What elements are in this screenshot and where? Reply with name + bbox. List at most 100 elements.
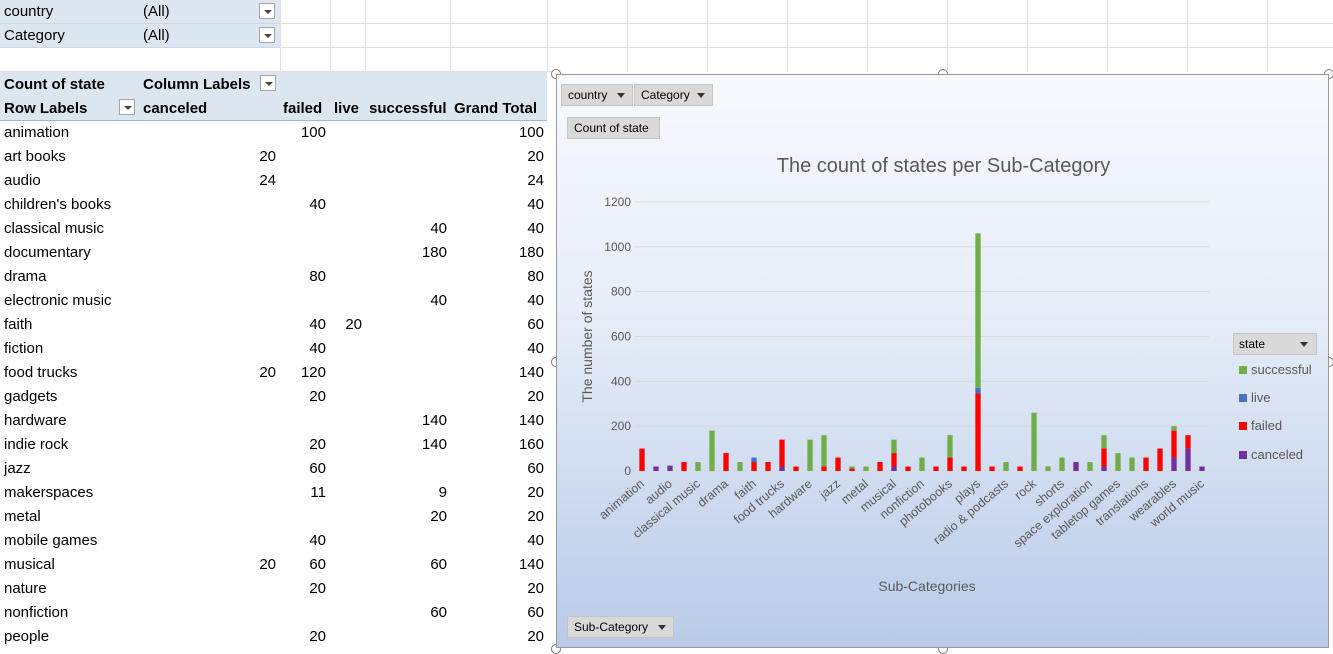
pivot-row[interactable]: gadgets 20 20 xyxy=(0,384,547,408)
bar-successful xyxy=(1129,457,1135,471)
bar-failed xyxy=(905,466,911,471)
pivot-row[interactable]: nonfiction 60 60 xyxy=(0,600,547,624)
pivot-row[interactable]: food trucks 20 120 140 xyxy=(0,360,547,384)
pivot-row[interactable]: art books 20 20 xyxy=(0,144,547,168)
pivot-row-label: musical xyxy=(4,556,55,573)
pivot-row[interactable]: musical 20 60 60 140 xyxy=(0,552,547,576)
pivot-row[interactable]: makerspaces 11 9 20 xyxy=(0,480,547,504)
pivot-row[interactable]: metal 20 20 xyxy=(0,504,547,528)
bar-failed xyxy=(849,468,855,471)
x-axis-title: Sub-Categories xyxy=(878,578,975,594)
bar-successful xyxy=(807,439,813,471)
bar-failed xyxy=(989,466,995,471)
filter-value-country[interactable]: (All) xyxy=(143,3,170,20)
legend-label-failed: failed xyxy=(1251,418,1283,433)
pivot-row[interactable]: mobile games 40 40 xyxy=(0,528,547,552)
bar-canceled xyxy=(891,466,897,471)
pivot-cell-total: 140 xyxy=(518,364,544,381)
filter-row-category: Category (All) xyxy=(0,24,280,48)
bar-failed xyxy=(835,457,841,471)
bar-failed xyxy=(877,462,883,471)
pivot-row[interactable]: animation 100 100 xyxy=(0,120,547,144)
pivot-cell-failed: 20 xyxy=(309,388,326,405)
legend-label-successful: successful xyxy=(1251,362,1312,377)
pivot-cell-failed: 80 xyxy=(309,268,326,285)
chart-plot: 0 200 400 600 800 1000 1200 The number of state… xyxy=(579,195,1209,594)
bar-successful xyxy=(1059,457,1065,471)
pivot-row-label: classical music xyxy=(4,220,105,237)
pivot-chart[interactable]: country Category Count of state The coun… xyxy=(556,74,1329,648)
pivot-cell-successful: 20 xyxy=(430,508,447,525)
pivot-row[interactable]: faith 40 20 60 xyxy=(0,312,547,336)
pivot-row-label: faith xyxy=(4,316,33,333)
pivot-row[interactable]: audio 24 24 xyxy=(0,168,547,192)
legend-item-successful: successful xyxy=(1239,362,1312,377)
category-filter-dropdown-icon[interactable] xyxy=(259,27,275,43)
bar-failed xyxy=(723,453,729,471)
bar-live xyxy=(751,457,757,463)
pivot-row-label: food trucks xyxy=(4,364,78,381)
pivot-cell-canceled: 20 xyxy=(259,556,276,573)
bar-failed xyxy=(1157,448,1163,471)
bar-canceled xyxy=(653,466,659,471)
axis-field-button[interactable]: Sub-Category xyxy=(567,616,674,638)
chart-category-filter-label: Category xyxy=(641,88,690,102)
pivot-cell-total: 20 xyxy=(527,388,544,405)
legend-label-live: live xyxy=(1251,390,1271,405)
pivot-row-label: indie rock xyxy=(4,436,69,453)
column-labels-dropdown-icon[interactable] xyxy=(260,75,276,91)
country-filter-dropdown-icon[interactable] xyxy=(259,3,275,19)
pivot-row[interactable]: hardware 140 140 xyxy=(0,408,547,432)
y-tick-label: 1200 xyxy=(604,195,631,209)
bar-successful xyxy=(1003,462,1009,471)
pivot-cell-total: 24 xyxy=(527,172,544,189)
bar-failed xyxy=(933,466,939,471)
bar-successful xyxy=(821,435,827,467)
pivot-row-label: electronic music xyxy=(4,292,112,309)
pivot-row-label: jazz xyxy=(4,460,31,477)
value-field-button[interactable]: Count of state xyxy=(567,117,660,139)
pivot-cell-successful: 9 xyxy=(438,484,447,501)
legend-swatch-failed xyxy=(1239,422,1247,430)
row-labels-dropdown-icon[interactable] xyxy=(119,99,135,115)
pivot-cell-total: 60 xyxy=(527,460,544,477)
pivot-row-label: drama xyxy=(4,268,47,285)
pivot-cell-total: 20 xyxy=(527,580,544,597)
pivot-row[interactable]: nature 20 20 xyxy=(0,576,547,600)
bar-successful xyxy=(1101,435,1107,449)
pivot-row[interactable]: jazz 60 60 xyxy=(0,456,547,480)
col-header-grand-total: Grand Total xyxy=(454,100,538,117)
chart-country-filter-label: country xyxy=(568,88,608,102)
pivot-row[interactable]: drama 80 80 xyxy=(0,264,547,288)
pivot-row-label: makerspaces xyxy=(4,484,94,501)
filter-label-country: country xyxy=(4,3,54,20)
pivot-row-label: hardware xyxy=(4,412,67,429)
pivot-cell-total: 140 xyxy=(518,556,544,573)
pivot-cell-successful: 140 xyxy=(421,412,447,429)
pivot-row[interactable]: children's books 40 40 xyxy=(0,192,547,216)
chart-title: The count of states per Sub-Category xyxy=(776,155,1111,177)
pivot-cell-total: 20 xyxy=(527,508,544,525)
pivot-cell-total: 20 xyxy=(527,628,544,645)
bar-failed xyxy=(947,457,953,471)
col-header-successful: successful xyxy=(369,100,447,117)
chart-country-filter-button[interactable]: country xyxy=(561,84,633,106)
legend-swatch-canceled xyxy=(1239,451,1247,459)
bar-failed xyxy=(1101,448,1107,467)
chart-category-filter-button[interactable]: Category xyxy=(634,84,713,106)
pivot-row[interactable]: indie rock 20 140 160 xyxy=(0,432,547,456)
pivot-row[interactable]: classical music 40 40 xyxy=(0,216,547,240)
pivot-cell-failed: 40 xyxy=(309,196,326,213)
bar-failed xyxy=(1171,430,1177,458)
bar-canceled xyxy=(779,466,785,471)
pivot-cell-canceled: 24 xyxy=(259,172,276,189)
pivot-row[interactable]: fiction 40 40 xyxy=(0,336,547,360)
pivot-row-label: fiction xyxy=(4,340,44,357)
filter-value-category[interactable]: (All) xyxy=(143,27,170,44)
pivot-row[interactable]: electronic music 40 40 xyxy=(0,288,547,312)
bar-successful xyxy=(1087,462,1093,471)
pivot-row[interactable]: documentary 180 180 xyxy=(0,240,547,264)
legend-field-button[interactable]: state xyxy=(1233,333,1317,355)
pivot-row[interactable]: people 20 20 xyxy=(0,624,547,648)
bar-live xyxy=(975,387,981,394)
